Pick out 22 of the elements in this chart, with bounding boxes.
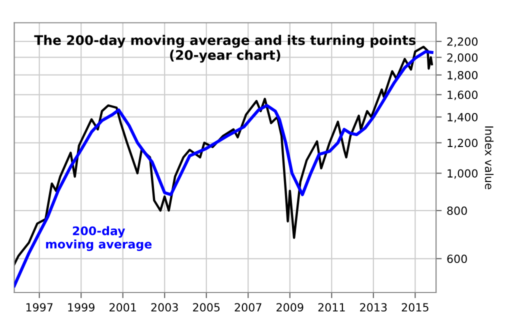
- y-tick-label: 1,000: [448, 169, 478, 179]
- y-tick-label: 2,000: [447, 53, 478, 63]
- text: The 200-day moving average and its turning points (20-year chart): [34, 34, 416, 63]
- y-axis-title: Index value: [484, 126, 494, 190]
- x-tick-label: 2003: [151, 303, 178, 312]
- x-tick-label: 2007: [234, 303, 262, 312]
- x-tick-label: 2001: [110, 303, 136, 312]
- y-tick-label: 1,200: [448, 138, 478, 148]
- y-tick-label: 1,800: [448, 70, 478, 80]
- x-tick-label: 1997: [26, 303, 53, 312]
- x-tick-label: 2011: [318, 303, 345, 312]
- x-tick-label: 2015: [402, 303, 428, 312]
- y-tick-label: 2,200: [447, 37, 478, 47]
- y-tick-label: 1,600: [448, 90, 478, 100]
- x-tick-label: 2009: [276, 303, 304, 312]
- x-tick-label: 2005: [193, 303, 220, 312]
- y-tick-label: 800: [447, 206, 467, 215]
- x-tick-label: 1999: [68, 303, 94, 312]
- y-tick-label: 1,400: [448, 112, 478, 122]
- x-tick-label: 2013: [360, 303, 387, 312]
- y-tick-label: 600: [447, 254, 467, 264]
- series-label: 200-day moving average: [46, 226, 152, 251]
